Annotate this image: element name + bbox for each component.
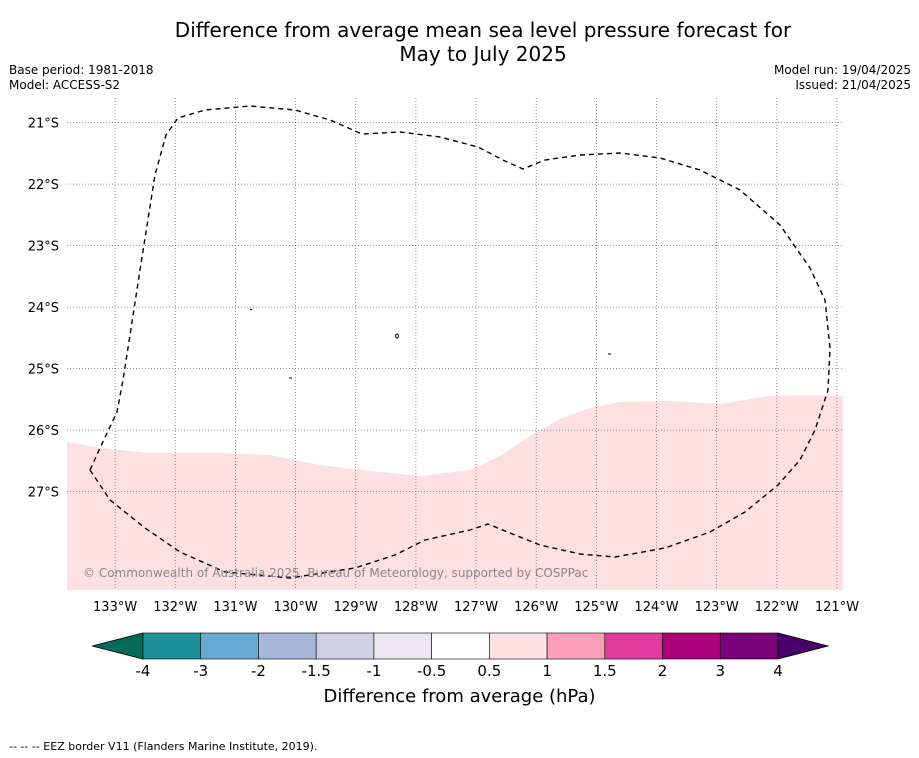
colorbar-tick-label: 2	[658, 662, 668, 680]
model-name: Model: ACCESS-S2	[9, 78, 121, 92]
colorbar-segment	[546, 632, 606, 660]
colorbar-tick-label: -2	[251, 662, 266, 680]
colorbar-tick-label: -1.5	[302, 662, 331, 680]
colorbar-segment	[719, 632, 779, 660]
title-line-1: Difference from average mean sea level p…	[174, 18, 792, 42]
lon-tick-label: 131°W	[213, 600, 257, 615]
colorbar-segment	[489, 632, 548, 660]
latitude-tick-labels: 21°S 22°S 23°S 24°S 25°S 26°S 27°S	[28, 117, 59, 501]
longitude-tick-labels: 133°W 132°W 131°W 130°W 129°W 128°W 127°W 126°W…	[93, 600, 859, 615]
colorbar-extend-low	[91, 632, 144, 660]
anomaly-region	[67, 395, 843, 590]
colorbar-tick-label: -0.5	[417, 662, 446, 680]
island	[395, 333, 399, 339]
colorbar-segment	[604, 632, 663, 660]
colorbar-tick-label: -3	[193, 662, 208, 680]
colorbar-tick-label: -1	[366, 662, 381, 680]
colorbar-tick-label: 0.5	[477, 662, 501, 680]
issued-date: Issued: 21/04/2025	[795, 78, 911, 92]
colorbar-segment	[142, 632, 202, 660]
lon-tick-label: 124°W	[634, 600, 678, 615]
eez-border	[89, 105, 831, 579]
colorbar	[91, 632, 830, 660]
chart-title: Difference from average mean sea level p…	[0, 18, 919, 66]
lon-tick-label: 128°W	[394, 600, 438, 615]
lat-tick-label: 22°S	[28, 178, 59, 193]
colorbar-tick-labels: -4 -3 -2 -1.5 -1 -0.5 0.5 1 1.5 2 3 4	[136, 662, 783, 680]
lat-tick-label: 27°S	[28, 486, 59, 501]
colorbar-segment	[431, 632, 490, 660]
colorbar-segment	[200, 632, 259, 660]
colorbar-segment	[258, 632, 317, 660]
island	[249, 308, 253, 311]
footnote: -- -- -- EEZ border V11 (Flanders Marine…	[9, 740, 318, 753]
map-area: © Commonwealth of Australia 2025, Bureau…	[67, 98, 843, 590]
graticule	[67, 98, 843, 590]
base-period: Base period: 1981-2018	[9, 63, 154, 77]
colorbar-tick-label: 3	[715, 662, 725, 680]
lon-tick-label: 123°W	[695, 600, 739, 615]
colorbar-tick-label: 1	[542, 662, 552, 680]
copyright-notice: © Commonwealth of Australia 2025, Bureau…	[83, 566, 588, 580]
colorbar-tick-label: -4	[136, 662, 151, 680]
colorbar-segment	[373, 632, 432, 660]
lon-tick-label: 130°W	[274, 600, 318, 615]
colorbar-title: Difference from average (hPa)	[323, 686, 596, 707]
lon-tick-label: 121°W	[815, 600, 859, 615]
title-line-2: May to July 2025	[399, 42, 567, 66]
lat-tick-label: 25°S	[28, 363, 59, 378]
colorbar-extend-high	[777, 632, 830, 660]
colorbar-tick-label: 1.5	[593, 662, 617, 680]
lon-tick-label: 132°W	[153, 600, 197, 615]
lon-tick-label: 127°W	[454, 600, 498, 615]
colorbar-segment	[662, 632, 721, 660]
lon-tick-label: 122°W	[755, 600, 799, 615]
meta-right: Model run: 19/04/2025 Issued: 21/04/2025	[774, 63, 911, 93]
lon-tick-label: 133°W	[93, 600, 137, 615]
model-run: Model run: 19/04/2025	[773, 63, 911, 77]
lat-tick-label: 23°S	[28, 240, 59, 255]
lat-tick-label: 24°S	[28, 301, 59, 316]
lat-tick-label: 21°S	[28, 117, 59, 132]
lat-tick-label: 26°S	[28, 424, 59, 439]
lon-tick-label: 126°W	[514, 600, 558, 615]
lon-tick-label: 129°W	[334, 600, 378, 615]
meta-left: Base period: 1981-2018 Model: ACCESS-S2	[9, 63, 154, 93]
lon-tick-label: 125°W	[574, 600, 618, 615]
islands	[249, 308, 611, 379]
colorbar-segment	[315, 632, 375, 660]
colorbar-tick-label: 4	[773, 662, 783, 680]
